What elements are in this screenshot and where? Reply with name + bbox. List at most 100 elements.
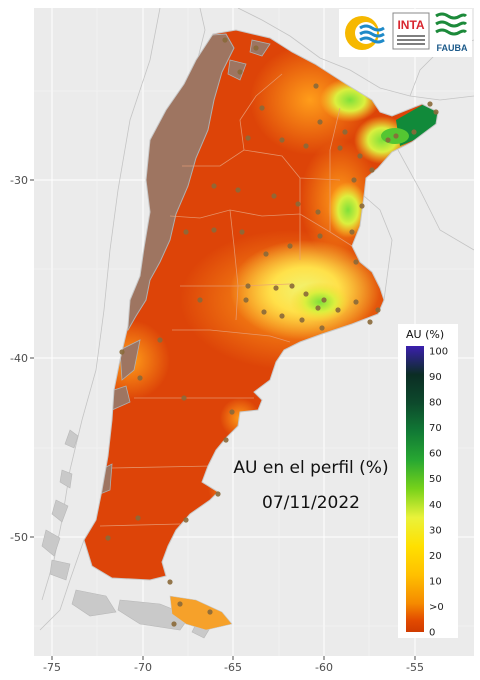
station-marker <box>411 129 417 135</box>
legend-tick-label: 10 <box>429 576 442 587</box>
station-marker <box>119 349 125 355</box>
station-marker <box>137 375 143 381</box>
station-marker <box>313 83 319 89</box>
station-marker <box>237 69 243 75</box>
legend-ticks: 100 90 80 70 60 50 40 30 20 10 >0 0 <box>429 347 448 639</box>
legend-tick-label: >0 <box>429 602 444 613</box>
x-tick-label: -75 <box>43 661 61 674</box>
station-marker <box>367 319 373 325</box>
legend-tick-label: 90 <box>429 372 442 383</box>
station-marker <box>299 317 305 323</box>
station-marker <box>357 153 363 159</box>
station-marker <box>359 203 365 209</box>
province-borders <box>99 73 353 527</box>
inta-logo: INTA <box>392 12 430 50</box>
logos: INTA FAUBA <box>339 9 472 57</box>
station-marker <box>157 337 163 343</box>
inta-logo-text: INTA <box>397 18 424 32</box>
station-marker <box>181 395 187 401</box>
station-marker <box>385 137 391 143</box>
station-marker <box>335 307 341 313</box>
legend-title: AU (%) <box>406 328 444 341</box>
station-marker <box>171 621 177 627</box>
station-marker <box>239 229 245 235</box>
station-marker <box>105 535 111 541</box>
station-marker <box>167 579 173 585</box>
station-marker <box>315 209 321 215</box>
station-marker <box>177 601 183 607</box>
legend-tick-label: 80 <box>429 398 442 409</box>
axis-ticks <box>30 179 416 660</box>
legend-tick-label: 30 <box>429 525 442 536</box>
station-marker <box>433 109 439 115</box>
legend-tick-label: 20 <box>429 551 442 562</box>
station-marker <box>235 187 241 193</box>
legend-tick-label: 70 <box>429 423 442 434</box>
map-date: 07/11/2022 <box>262 493 360 513</box>
fauba-logo: FAUBA <box>435 12 468 53</box>
x-tick-label: -70 <box>134 661 152 674</box>
station-marker <box>303 291 309 297</box>
station-marker <box>229 409 235 415</box>
fauba-logo-text: FAUBA <box>437 43 468 53</box>
station-marker <box>271 193 277 199</box>
station-marker <box>317 119 323 125</box>
station-marker <box>319 325 325 331</box>
weather-stations <box>105 37 439 627</box>
legend-tick-label: 0 <box>429 628 435 639</box>
station-marker <box>342 129 348 135</box>
station-marker <box>427 101 433 107</box>
station-marker <box>273 285 279 291</box>
station-marker <box>183 517 189 523</box>
southern-islands <box>41 429 211 639</box>
x-tick-label: -55 <box>406 661 424 674</box>
station-marker <box>279 137 285 143</box>
station-marker <box>197 297 203 303</box>
legend-colorbar <box>406 346 424 632</box>
x-tick-label: -60 <box>315 661 333 674</box>
station-marker <box>369 167 375 173</box>
station-marker <box>279 313 285 319</box>
legend-tick-label: 60 <box>429 449 442 460</box>
station-marker <box>261 309 267 315</box>
station-marker <box>223 437 229 443</box>
legend-tick-label: 50 <box>429 474 442 485</box>
country-outline <box>83 29 439 581</box>
station-marker <box>259 105 265 111</box>
station-marker <box>353 299 359 305</box>
waves-logo-icon <box>345 16 385 50</box>
station-marker <box>321 297 327 303</box>
legend: AU (%) 100 90 80 70 60 50 40 30 20 10 >0 0 <box>398 324 458 639</box>
station-marker <box>211 183 217 189</box>
station-marker <box>245 135 251 141</box>
station-marker <box>337 145 343 151</box>
station-marker <box>353 259 359 265</box>
station-marker <box>351 177 357 183</box>
station-marker <box>289 283 295 289</box>
x-tick-label: -65 <box>224 661 242 674</box>
map-title: AU en el perfil (%) <box>233 458 388 478</box>
station-marker <box>303 143 309 149</box>
y-tick-label: -50 <box>10 531 28 544</box>
station-marker <box>287 243 293 249</box>
station-marker <box>317 233 323 239</box>
station-marker <box>183 229 189 235</box>
station-marker <box>393 133 399 139</box>
station-marker <box>207 609 213 615</box>
station-marker <box>263 251 269 257</box>
y-tick-label: -30 <box>10 174 28 187</box>
legend-tick-label: 100 <box>429 347 448 358</box>
station-marker <box>253 45 259 51</box>
station-marker <box>215 491 221 497</box>
station-marker <box>243 297 249 303</box>
station-marker <box>211 227 217 233</box>
station-marker <box>375 307 381 313</box>
station-marker <box>349 229 355 235</box>
station-marker <box>135 515 141 521</box>
y-tick-label: -40 <box>10 352 28 365</box>
station-marker <box>295 201 301 207</box>
station-marker <box>245 283 251 289</box>
station-marker <box>222 37 228 43</box>
legend-tick-label: 40 <box>429 500 442 511</box>
